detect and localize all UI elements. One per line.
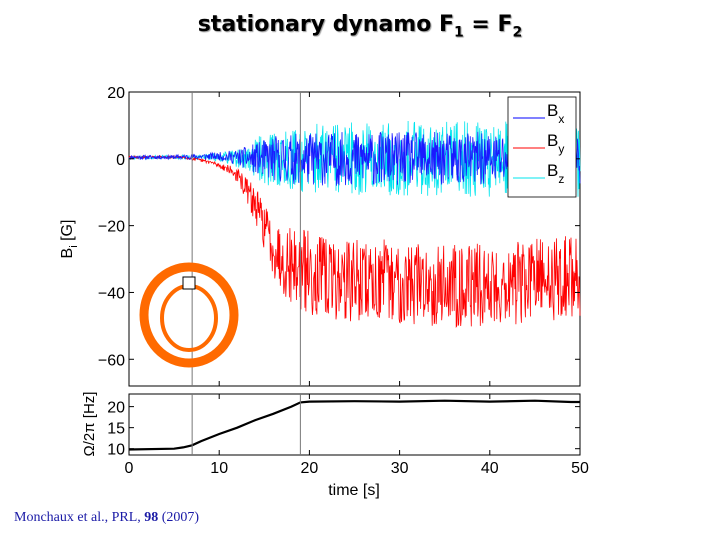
citation: Monchaux et al., PRL, 98 (2007) — [14, 510, 200, 525]
legend-label-0: Bx — [547, 101, 564, 126]
page-title: stationary dynamo F1 = F2 — [197, 12, 523, 41]
outer-ring — [139, 262, 239, 368]
lower-y-axis-label: Ω/2π [Hz] — [81, 392, 98, 457]
x-tick-label: 0 — [125, 460, 134, 477]
probe-location-marker — [182, 276, 196, 290]
legend-label-2: Bz — [547, 161, 564, 186]
lower-ytick-label: 20 — [107, 400, 125, 417]
legend-label-1: By — [547, 131, 564, 156]
upper-ytick-label: −60 — [98, 352, 125, 369]
x-tick-label: 20 — [301, 460, 319, 477]
upper-ytick-label: 20 — [107, 85, 125, 102]
x-axis-label: time [s] — [328, 482, 380, 499]
legend-box — [507, 96, 577, 198]
upper-y-axis-label: Bi [G] — [59, 220, 80, 259]
legend: Bx By Bz — [507, 96, 577, 198]
magnetic-field-panel: 20 0 −20 −40 −60 Bi [G] Bx By Bz — [59, 85, 581, 387]
lower-ytick-label: 15 — [107, 421, 125, 438]
series-line-Bx — [128, 131, 581, 186]
x-tick-label: 10 — [210, 460, 228, 477]
x-tick-label: 50 — [571, 460, 589, 477]
upper-ytick-label: −40 — [98, 285, 125, 302]
lower-plot-frame — [128, 393, 581, 456]
experiment-schematic — [139, 262, 239, 368]
upper-ytick-label: −20 — [98, 219, 125, 236]
x-tick-label: 30 — [391, 460, 409, 477]
series-line-By — [128, 154, 581, 329]
lower-ytick-label: 10 — [107, 442, 125, 459]
upper-ytick-label: 0 — [116, 152, 125, 169]
x-tick-label: 40 — [481, 460, 499, 477]
